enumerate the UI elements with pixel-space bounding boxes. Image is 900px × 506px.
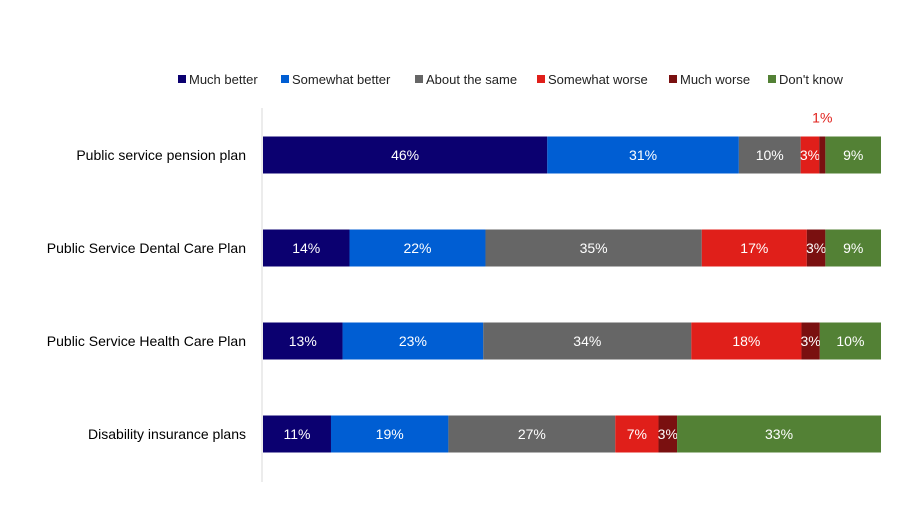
legend-label: Somewhat better [292,72,391,87]
data-label: 3% [658,426,678,442]
data-label: 27% [518,426,546,442]
data-label: 19% [376,426,404,442]
bar-segment [738,136,801,174]
data-label: 3% [800,147,820,163]
data-label: 23% [399,333,427,349]
legend-swatch [768,75,776,83]
legend-swatch [415,75,423,83]
data-label: 46% [391,147,419,163]
data-label: 3% [801,333,821,349]
legend-swatch [281,75,289,83]
data-label: 13% [289,333,317,349]
data-label: 14% [292,240,320,256]
bar-segment [691,322,802,360]
bar-segment [801,322,820,360]
data-label: 31% [629,147,657,163]
data-label: 3% [806,240,826,256]
bar-segment [349,229,486,267]
bar-segment [263,136,548,174]
bar-segment [658,415,678,453]
legend-swatch [537,75,545,83]
bar-segment [263,229,350,267]
bar-segment [819,322,881,360]
data-label: 11% [283,426,310,442]
legend-swatch [178,75,186,83]
legend-label: Much better [189,72,258,87]
data-label: 35% [580,240,608,256]
legend-swatch [669,75,677,83]
legend-label: Somewhat worse [548,72,648,87]
legend-label: Don't know [779,72,844,87]
bar-segment [485,229,702,267]
bar-segment [677,415,881,453]
data-label: 7% [627,426,647,442]
bar-segment [342,322,484,360]
data-label: 9% [843,147,863,163]
bar-segment [825,229,881,267]
data-label: 18% [732,333,760,349]
bar-segment [615,415,659,453]
data-label: 9% [843,240,863,256]
bar-segment [806,229,826,267]
data-label: 1% [812,110,832,126]
data-label: 33% [765,426,793,442]
bar-segment [448,415,616,453]
bar-segment [263,415,331,453]
category-label: Public service pension plan [76,147,246,163]
data-label: 10% [756,147,784,163]
data-label: 34% [573,333,601,349]
category-label: Public Service Dental Care Plan [47,240,246,256]
bar-segment [819,136,826,174]
bar-segment [263,322,343,360]
bar-segment [701,229,807,267]
bar-segment [330,415,449,453]
data-label: 17% [740,240,768,256]
bar-segment [483,322,692,360]
data-label: 22% [403,240,431,256]
bar-segment [800,136,820,174]
category-label: Disability insurance plans [88,426,246,442]
bar-segment [825,136,881,174]
category-label: Public Service Health Care Plan [47,333,246,349]
data-label: 10% [836,333,864,349]
bar-segment [547,136,739,174]
legend-label: About the same [426,72,517,87]
legend-label: Much worse [680,72,750,87]
